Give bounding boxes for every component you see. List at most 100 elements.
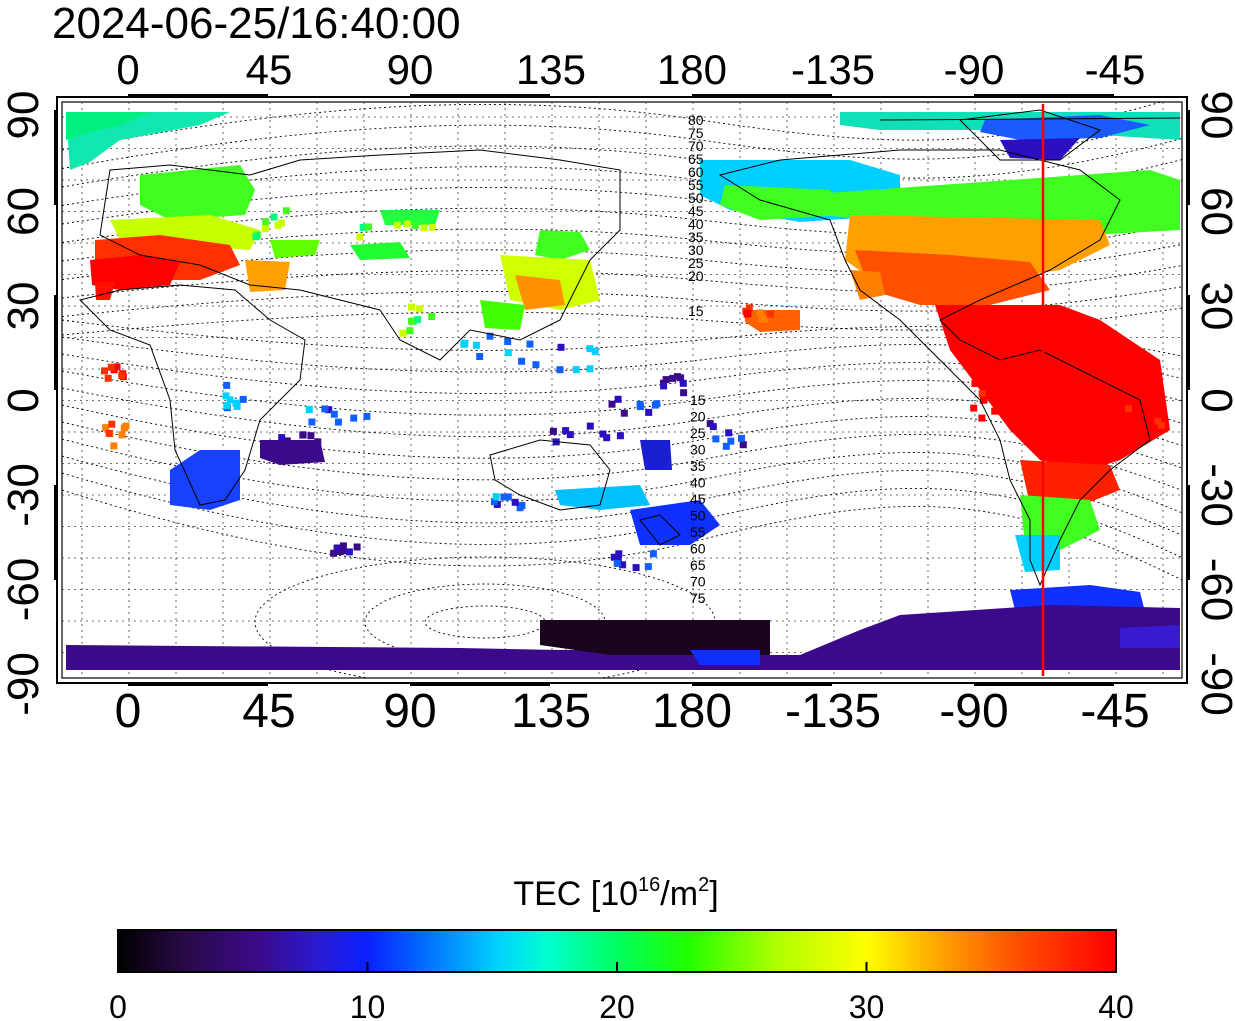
tec-sample-square — [970, 404, 978, 412]
tec-sample-square — [428, 313, 436, 320]
tec-sample-square — [557, 343, 565, 351]
tec-sample-square — [330, 410, 338, 418]
tec-sample-square — [572, 366, 580, 374]
tec-sample-square — [1158, 421, 1165, 429]
tec-sample-square — [1143, 402, 1151, 410]
tec-sample-square — [118, 372, 126, 379]
colorbar-tick-label: 0 — [109, 989, 127, 1021]
tec-sample-square — [739, 441, 747, 449]
tec-sample-square — [532, 361, 540, 369]
tec-sample-square — [603, 434, 611, 442]
tec-sample-square — [608, 400, 616, 408]
lat-tick-right: 0 — [1192, 388, 1235, 412]
lon-tick-bottom: -135 — [785, 685, 881, 738]
tec-sample-square — [709, 423, 717, 431]
tec-sample-square — [299, 431, 307, 439]
tec-sample-square — [108, 420, 116, 428]
tec-sample-square — [107, 363, 115, 371]
left-latitude-ticks: 90 60 30 0 -30 -60 -90 — [0, 91, 48, 716]
tec-sample-square — [610, 553, 618, 561]
tec-sample-square — [399, 329, 407, 337]
contour-label-north: 75 — [688, 125, 704, 141]
contour-line — [62, 286, 1182, 317]
contour-label-north: 65 — [688, 151, 704, 167]
tec-data-patches — [66, 112, 1180, 670]
tec-sample-square — [518, 357, 526, 365]
tec-sample-square — [261, 225, 269, 233]
contour-label-south: 35 — [690, 458, 706, 474]
contour-labels: 8075706560555045403530252015152025303540… — [688, 112, 706, 606]
tec-sample-square — [979, 396, 987, 404]
tec-sample-square — [325, 406, 333, 414]
contour-label-south: 20 — [690, 409, 706, 425]
tec-sample-square — [252, 233, 260, 241]
tec-sample-square — [408, 317, 415, 325]
contour-label-north: 40 — [688, 216, 704, 232]
tec-sample-square — [393, 221, 401, 229]
top-longitude-ticks: 0 45 90 135 180 -135 -90 -45 — [116, 46, 1145, 93]
tec-sample-square — [1113, 402, 1121, 410]
contour-label-south: 55 — [690, 524, 706, 540]
tec-sample-square — [615, 550, 623, 558]
contour-label-south: 65 — [690, 557, 706, 573]
contour-label-south: 25 — [690, 425, 706, 441]
tec-sample-square — [270, 213, 278, 221]
tec-sample-square — [978, 390, 986, 398]
tec-sample-square — [420, 224, 428, 232]
tec-sample-square — [283, 437, 291, 445]
tec-sample-square — [653, 400, 661, 408]
tec-sample-square — [504, 338, 512, 345]
contour-label-north: 30 — [688, 242, 704, 258]
tec-sample-square — [586, 422, 594, 430]
tec-sample-square — [278, 219, 285, 227]
bottom-longitude-ticks: 0 45 90 135 180 -135 -90 -45 — [115, 685, 1150, 738]
lat-tick-left: -30 — [0, 463, 48, 527]
contour-label-south: 45 — [690, 491, 706, 507]
lon-tick-top: 135 — [516, 46, 586, 93]
tec-sample-square — [636, 403, 644, 411]
tec-sample-square — [725, 429, 733, 437]
lon-tick-top: 180 — [657, 46, 727, 93]
tec-sample-square — [359, 223, 367, 231]
contour-label-south: 50 — [690, 508, 706, 524]
tec-sample-square — [744, 309, 752, 317]
tec-sample-square — [102, 424, 110, 432]
lon-tick-top: 90 — [387, 46, 434, 93]
right-latitude-ticks: 90 60 30 0 -30 -60 -90 — [1192, 91, 1235, 716]
tec-sample-square — [756, 309, 764, 317]
tec-sample-square — [1129, 407, 1137, 415]
tec-sample-square — [428, 223, 436, 231]
tec-sample-square — [971, 380, 979, 387]
tec-sample-square — [1124, 405, 1132, 413]
timestamp-title: 2024-06-25/16:40:00 — [52, 0, 461, 48]
tec-sample-square — [232, 399, 240, 407]
coastlines — [79, 109, 1181, 587]
lon-tick-bottom: 45 — [242, 685, 295, 738]
tec-sample-square — [586, 345, 594, 353]
contour-label-north: 60 — [688, 164, 704, 180]
tec-sample-square — [511, 498, 519, 506]
tec-sample-square — [223, 402, 231, 410]
lon-tick-top: 0 — [116, 46, 139, 93]
tec-sample-square — [305, 406, 313, 413]
lon-tick-bottom: -45 — [1080, 685, 1149, 738]
colorbar-ticks: 0 10 20 30 40 — [109, 962, 1134, 1021]
lon-tick-top: -135 — [791, 46, 875, 93]
tec-sample-square — [1154, 417, 1162, 425]
contour-line — [62, 319, 1182, 357]
lon-tick-bottom: -90 — [939, 685, 1008, 738]
tec-sample-square — [321, 405, 329, 413]
tec-sample-square — [278, 434, 286, 442]
contour-label-north: 80 — [688, 112, 704, 128]
colorbar: TEC [1016/m2] 0 10 20 30 40 — [109, 874, 1134, 1021]
tec-sample-square — [620, 409, 628, 417]
lat-tick-left: 90 — [0, 91, 48, 140]
tec-sample-square — [745, 304, 753, 312]
tec-sample-square — [680, 389, 688, 397]
colorbar-tick-label: 10 — [350, 989, 386, 1021]
tec-sample-square — [339, 542, 347, 550]
tec-sample-square — [276, 442, 284, 449]
tec-sample-square — [490, 498, 498, 506]
tec-sample-square — [460, 340, 468, 348]
lon-tick-top: -90 — [944, 46, 1005, 93]
